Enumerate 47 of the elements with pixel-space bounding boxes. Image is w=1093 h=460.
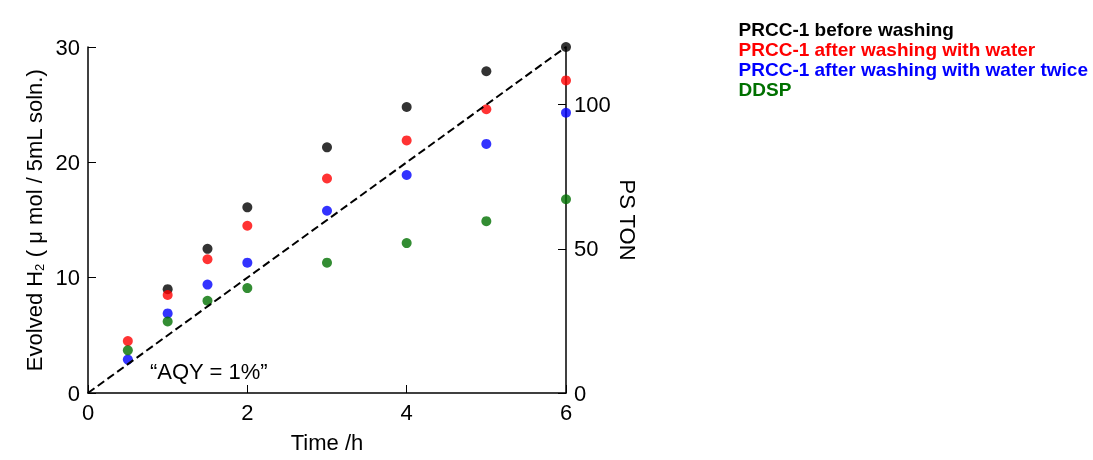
point: [162, 289, 173, 300]
point: [242, 283, 253, 294]
point: [202, 243, 213, 254]
point: [561, 42, 571, 52]
annotation: “AQY = 1%”: [150, 358, 268, 384]
point: [481, 104, 492, 115]
x-tick-label: 4: [400, 399, 413, 425]
x-tick-label: 2: [241, 399, 254, 425]
point: [481, 66, 492, 77]
point: [202, 254, 213, 265]
point: [242, 202, 253, 213]
y-axis-title: Evolved H2 ( μ mol / 5mL soln.): [22, 69, 47, 372]
y2-tick-label: 50: [574, 236, 599, 262]
x-axis-title: Time /h: [290, 429, 364, 455]
point: [162, 308, 173, 319]
point: [322, 205, 332, 216]
x-tick-label: 6: [559, 399, 573, 425]
y-tick-label: 20: [55, 149, 80, 175]
text: DDSP: [738, 79, 792, 100]
point: [561, 194, 571, 205]
text: PRCC-1 after washing with water twice: [738, 59, 1089, 80]
y-tick-label: 30: [55, 34, 80, 60]
point: [561, 75, 571, 86]
point: [242, 257, 253, 268]
point: [162, 316, 173, 327]
point: [481, 216, 492, 227]
y2-axis-title: PS TON: [614, 179, 640, 261]
point: [401, 135, 412, 146]
point: [122, 345, 133, 356]
point: [242, 220, 253, 231]
point: [401, 170, 412, 181]
y2-tick-label: 100: [574, 92, 611, 118]
point: [202, 279, 213, 290]
point: [322, 173, 332, 184]
point: [481, 138, 492, 149]
text: PRCC-1 before washing: [738, 19, 954, 40]
point: [401, 238, 412, 249]
point: [322, 142, 332, 153]
point: [401, 101, 412, 112]
point: [202, 295, 213, 306]
point: [322, 257, 332, 268]
point: [122, 336, 133, 347]
y2-tick-label: 0: [574, 380, 587, 406]
y-tick-label: 0: [67, 380, 80, 406]
y-tick-label: 10: [55, 265, 80, 291]
text: PRCC-1 after washing with water: [738, 39, 1036, 60]
point: [561, 107, 571, 118]
